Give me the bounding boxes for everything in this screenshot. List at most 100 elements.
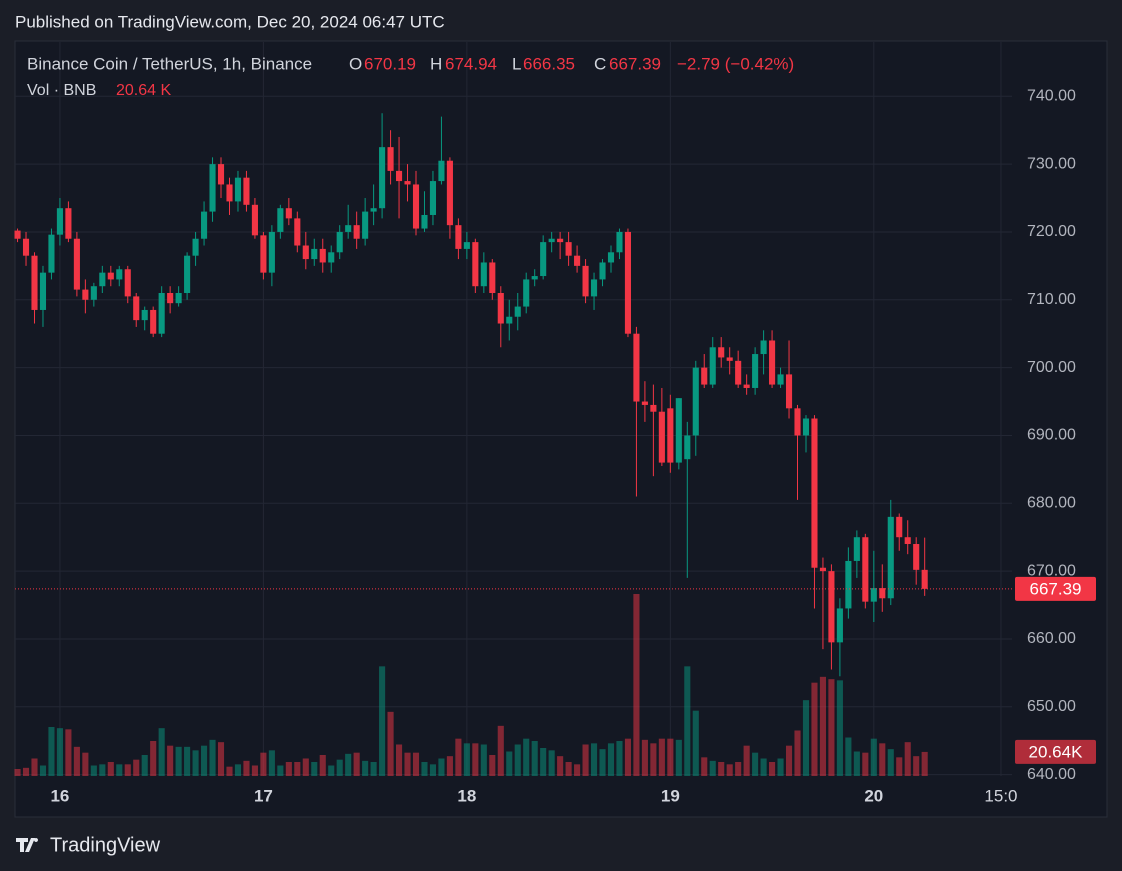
last-price-label: 667.39: [1030, 579, 1082, 598]
y-tick-label: 680.00: [1027, 495, 1076, 512]
candle-body: [760, 340, 767, 355]
change-label: −2.79 (−0.42%): [677, 54, 794, 73]
volume-bar: [904, 742, 911, 776]
volume-bar: [73, 746, 80, 776]
x-tick-label: 19: [661, 786, 680, 805]
candle-body: [446, 160, 453, 226]
ohlc-key: H: [430, 54, 442, 73]
y-tick-label: 640.00: [1027, 766, 1076, 783]
volume-bar: [285, 762, 292, 776]
volume-bar: [353, 752, 360, 776]
candle-body: [14, 230, 21, 239]
candle-body: [752, 354, 759, 388]
volume-tag: [1015, 739, 1096, 764]
volume-bar: [489, 755, 496, 776]
volume-bar: [777, 758, 784, 776]
volume-bar: [819, 676, 826, 776]
volume-bar: [794, 730, 801, 776]
candle-body: [531, 276, 538, 280]
candle-body: [463, 242, 470, 249]
candle-body: [379, 147, 386, 209]
candle-body: [489, 262, 496, 293]
candle-body: [285, 208, 292, 219]
volume-bar: [879, 743, 886, 776]
candle-body: [607, 252, 615, 263]
candle-body: [726, 357, 733, 361]
volume-bar: [633, 594, 640, 776]
candle-body: [209, 164, 216, 212]
ohlc-value: 666.35: [523, 54, 575, 73]
candle-body: [90, 286, 97, 300]
volume-bar: [913, 756, 920, 776]
candle-body: [828, 571, 835, 643]
y-tick-label: 720.00: [1027, 223, 1076, 240]
volume-bar: [217, 742, 225, 776]
x-tick-label: 15:0: [984, 786, 1017, 805]
volume-bar: [404, 752, 411, 776]
candle-body: [48, 234, 55, 273]
candle-body: [887, 516, 894, 599]
volume-bar: [302, 758, 309, 776]
volume-bar: [574, 764, 581, 776]
volume-bar: [607, 743, 615, 776]
logo-shape: [16, 838, 39, 852]
candle-body: [819, 567, 826, 572]
volume-bar: [345, 753, 352, 776]
candle-body: [65, 208, 72, 239]
ohlc-value: 670.19: [364, 54, 416, 73]
volume-bar: [150, 741, 157, 776]
volume-bar: [896, 757, 903, 776]
volume-bar: [192, 750, 199, 776]
x-tick-label: 18: [457, 786, 476, 805]
candle-body: [39, 272, 47, 310]
candle-body: [709, 347, 716, 385]
volume-bar: [616, 741, 623, 776]
x-tick-label: 17: [254, 786, 273, 805]
volume-bar: [243, 760, 250, 776]
candle-body: [870, 588, 877, 602]
candle-body: [311, 248, 318, 260]
volume-bar: [862, 752, 869, 776]
candle-body: [31, 255, 38, 310]
volume-bar: [523, 738, 530, 776]
candle-body: [260, 235, 267, 273]
candle-body: [896, 516, 903, 538]
candle-body: [514, 306, 521, 317]
volume-bar: [743, 745, 750, 776]
candle-body: [141, 309, 148, 321]
y-tick-label: 690.00: [1027, 427, 1076, 444]
ohlc-value: 667.39: [609, 54, 661, 73]
candle-body: [429, 181, 437, 215]
y-tick-label: 660.00: [1027, 630, 1076, 647]
candle-body: [268, 231, 275, 273]
volume-bar: [709, 760, 716, 776]
candle-body: [769, 340, 776, 385]
volume-bar: [582, 744, 589, 776]
volume-name: Vol · BNB: [27, 82, 96, 99]
volume-bar: [548, 750, 555, 776]
candle-body: [133, 296, 140, 321]
volume-bar: [514, 744, 521, 776]
volume-bar: [116, 764, 123, 776]
volume-bar: [226, 766, 233, 776]
candle-body: [582, 265, 589, 297]
volume-bar: [870, 738, 877, 776]
volume-bar: [387, 711, 394, 776]
candle-body: [480, 262, 487, 287]
candle-body: [124, 269, 131, 297]
candle-body: [574, 255, 581, 266]
volume-bar: [472, 743, 479, 776]
candle-body: [836, 608, 843, 643]
candle-body: [879, 588, 886, 599]
volume-bar: [557, 756, 564, 776]
volume-bar: [658, 738, 665, 776]
volume-bar: [319, 755, 326, 776]
volume-bar: [14, 769, 21, 776]
y-tick-label: 700.00: [1027, 359, 1076, 376]
volume-bar: [99, 764, 106, 776]
y-tick-label: 740.00: [1027, 87, 1076, 104]
volume-bar: [438, 758, 445, 776]
volume-bar: [836, 680, 843, 776]
candle-body: [150, 309, 157, 334]
candle-body: [506, 316, 513, 324]
